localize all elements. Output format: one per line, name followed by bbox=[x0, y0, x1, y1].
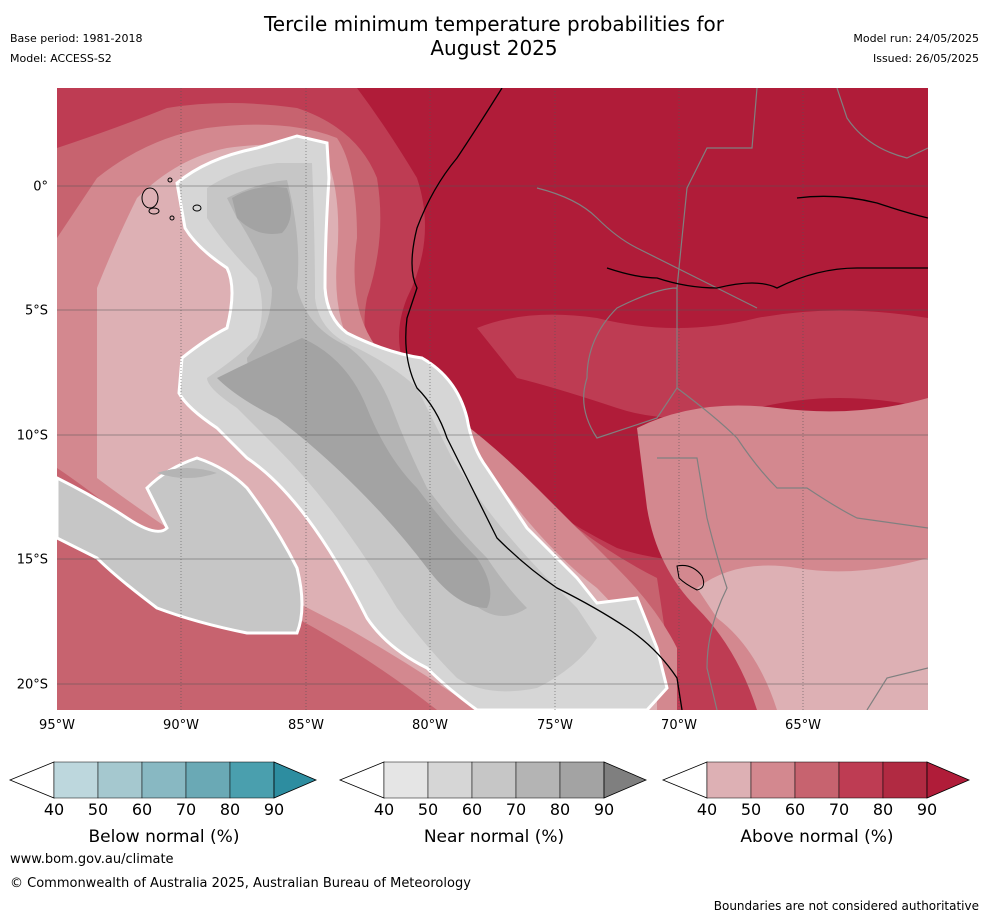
above-tick-80: 80 bbox=[872, 800, 894, 819]
lat-label-10s: 10°S bbox=[16, 428, 48, 444]
near-sw-region bbox=[57, 456, 304, 635]
below-tick-70: 70 bbox=[175, 800, 197, 819]
above-tick-90: 90 bbox=[916, 800, 938, 819]
above-tick-60: 60 bbox=[784, 800, 806, 819]
copyright-text: © Commonwealth of Australia 2025, Austra… bbox=[10, 876, 471, 891]
near-tick-60: 60 bbox=[461, 800, 483, 819]
probability-map bbox=[57, 88, 928, 710]
lat-label-20s: 20°S bbox=[16, 677, 48, 693]
below-tick-40: 40 bbox=[43, 800, 65, 819]
below-normal-title: Below normal (%) bbox=[88, 827, 240, 847]
lon-label-70w: 70°W bbox=[661, 718, 697, 733]
lat-label-15s: 15°S bbox=[16, 552, 48, 568]
galapagos-islands bbox=[141, 177, 202, 221]
lat-label-5s: 5°S bbox=[24, 303, 48, 319]
lon-label-85w: 85°W bbox=[288, 718, 324, 733]
model-run: Model run: 24/05/2025 bbox=[853, 32, 979, 45]
near-sw-small bbox=[157, 468, 217, 478]
near-70-galapagos bbox=[232, 186, 291, 234]
lon-label-95w: 95°W bbox=[39, 718, 75, 733]
above-80-interior bbox=[477, 310, 928, 418]
country-borders bbox=[536, 88, 928, 710]
lake-titicaca bbox=[676, 565, 705, 591]
near-tick-70: 70 bbox=[505, 800, 527, 819]
map-title: Tercile minimum temperature probabilitie… bbox=[0, 12, 988, 60]
below-tick-60: 60 bbox=[131, 800, 153, 819]
issued-date: Issued: 26/05/2025 bbox=[872, 52, 979, 65]
meta-right: Model run: 24/05/2025 Issued: 26/05/2025 bbox=[853, 29, 979, 69]
base-period: Base period: 1981-2018 bbox=[10, 32, 143, 45]
above-tick-70: 70 bbox=[828, 800, 850, 819]
near-70-region bbox=[217, 338, 491, 608]
colorbar-near bbox=[338, 761, 648, 799]
meta-left: Base period: 1981-2018 Model: ACCESS-S2 bbox=[10, 29, 142, 69]
below-tick-90: 90 bbox=[263, 800, 285, 819]
above-tick-50: 50 bbox=[740, 800, 762, 819]
above-tick-40: 40 bbox=[696, 800, 718, 819]
boundaries-disclaimer: Boundaries are not considered authoritat… bbox=[713, 899, 979, 913]
near-normal-title: Near normal (%) bbox=[423, 827, 565, 847]
lat-label-0: 0° bbox=[33, 179, 48, 195]
title-line-1: Tercile minimum temperature probabilitie… bbox=[263, 12, 725, 36]
near-60-region bbox=[227, 180, 527, 616]
lon-label-80w: 80°W bbox=[412, 718, 448, 733]
near-tick-80: 80 bbox=[549, 800, 571, 819]
website-link[interactable]: www.bom.gov.au/climate bbox=[10, 852, 174, 867]
near-tick-40: 40 bbox=[373, 800, 395, 819]
colorbar-above bbox=[661, 761, 971, 799]
colorbars bbox=[8, 761, 971, 799]
above-50-interior bbox=[697, 558, 928, 710]
lon-label-75w: 75°W bbox=[537, 718, 573, 733]
title-line-2: August 2025 bbox=[430, 36, 558, 60]
below-tick-80: 80 bbox=[219, 800, 241, 819]
below-tick-50: 50 bbox=[87, 800, 109, 819]
coastline bbox=[405, 88, 928, 710]
lon-label-90w: 90°W bbox=[163, 718, 199, 733]
gridlines bbox=[57, 88, 928, 710]
near-tick-50: 50 bbox=[417, 800, 439, 819]
near-tick-90: 90 bbox=[593, 800, 615, 819]
model-name: Model: ACCESS-S2 bbox=[10, 52, 112, 65]
map-canvas bbox=[57, 88, 928, 710]
lon-label-65w: 65°W bbox=[785, 718, 821, 733]
above-normal-title: Above normal (%) bbox=[740, 827, 894, 847]
colorbar-below bbox=[8, 761, 318, 799]
